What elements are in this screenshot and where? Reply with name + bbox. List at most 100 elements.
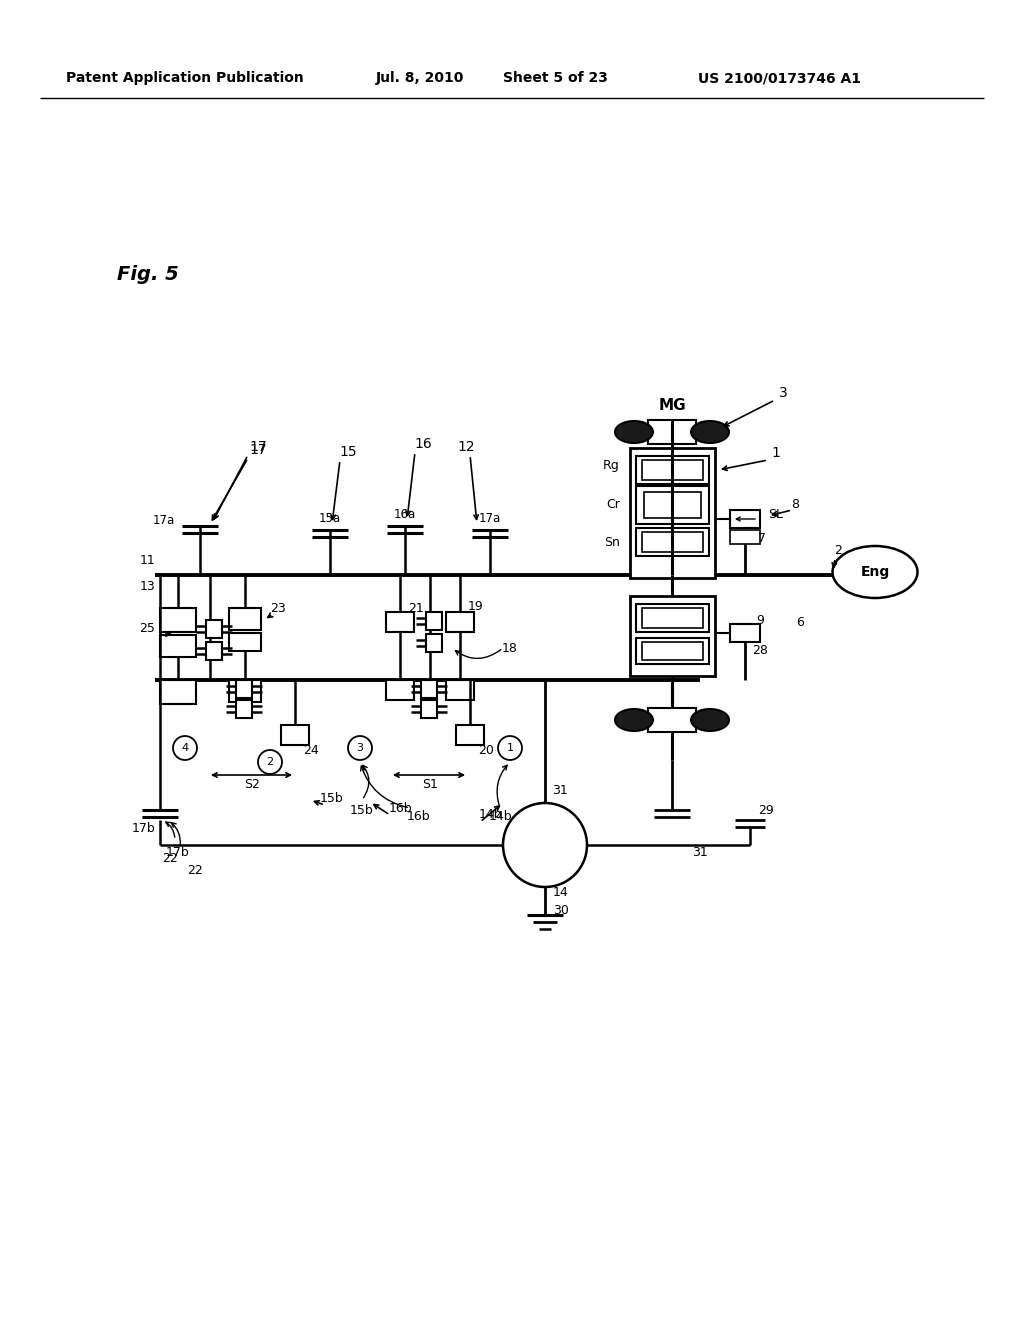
Text: S2: S2 [244, 777, 260, 791]
Bar [648, 708, 696, 733]
Text: 2: 2 [266, 756, 273, 767]
Text: 7: 7 [758, 532, 766, 544]
Text: 14b: 14b [478, 808, 502, 821]
Bar [644, 492, 701, 517]
Bar [206, 620, 222, 638]
Text: 4: 4 [181, 743, 188, 752]
Text: 22: 22 [162, 851, 178, 865]
Text: 15a: 15a [318, 511, 341, 524]
Text: 16: 16 [414, 437, 432, 451]
Text: Sheet 5 of 23: Sheet 5 of 23 [503, 71, 607, 84]
Text: 14b: 14b [488, 809, 512, 822]
Bar [281, 725, 309, 744]
Text: 21: 21 [408, 602, 424, 615]
Text: 1: 1 [771, 446, 780, 459]
Bar [421, 680, 437, 698]
Text: 16b: 16b [407, 809, 430, 822]
Bar [421, 700, 437, 718]
Bar [636, 486, 709, 524]
Text: 17: 17 [249, 444, 267, 457]
Text: 11: 11 [139, 553, 155, 566]
Bar [229, 609, 261, 630]
Bar [642, 642, 703, 660]
Ellipse shape [691, 709, 729, 731]
Text: Jul. 8, 2010: Jul. 8, 2010 [376, 71, 464, 84]
Bar [730, 531, 760, 544]
Text: 28: 28 [752, 644, 768, 657]
Text: 31: 31 [692, 846, 708, 859]
Bar [160, 609, 196, 632]
Text: Patent Application Publication: Patent Application Publication [67, 71, 304, 84]
Bar [642, 609, 703, 628]
Bar [642, 459, 703, 480]
Text: 23: 23 [270, 602, 286, 615]
Bar [160, 635, 196, 657]
Text: Cr: Cr [606, 499, 620, 511]
Text: 9: 9 [756, 615, 764, 627]
Bar [636, 528, 709, 556]
Text: US 2100/0173746 A1: US 2100/0173746 A1 [698, 71, 861, 84]
Text: 20: 20 [478, 743, 494, 756]
Text: 25: 25 [139, 622, 155, 635]
Bar [446, 612, 474, 632]
Text: 31: 31 [552, 784, 568, 796]
Bar [386, 680, 414, 700]
Text: 17a: 17a [479, 511, 501, 524]
Text: 22: 22 [187, 863, 203, 876]
Text: 1: 1 [507, 743, 513, 752]
Text: 17a: 17a [153, 513, 175, 527]
Bar [648, 420, 696, 444]
Bar [446, 680, 474, 700]
Text: Eng: Eng [860, 565, 890, 579]
Bar [206, 642, 222, 660]
Text: 29: 29 [758, 804, 774, 817]
Ellipse shape [691, 421, 729, 444]
Bar [236, 700, 252, 718]
Text: 2: 2 [835, 544, 842, 557]
Bar [426, 634, 442, 652]
Text: 17: 17 [249, 440, 267, 454]
Bar [630, 447, 715, 578]
Text: 18: 18 [502, 642, 518, 655]
Text: 14: 14 [553, 887, 568, 899]
Text: SL: SL [768, 507, 783, 520]
Text: 15b: 15b [321, 792, 344, 804]
Bar [730, 510, 760, 528]
Bar [229, 680, 261, 702]
Text: Sn: Sn [604, 536, 620, 549]
Ellipse shape [615, 421, 653, 444]
Text: 24: 24 [303, 743, 318, 756]
Text: 13: 13 [139, 579, 155, 593]
Ellipse shape [615, 709, 653, 731]
Bar [386, 612, 414, 632]
Text: 16a: 16a [394, 507, 416, 520]
Text: 30: 30 [553, 903, 569, 916]
Text: 3: 3 [778, 385, 787, 400]
Bar [160, 680, 196, 704]
Bar [229, 634, 261, 651]
Bar [636, 455, 709, 484]
Bar [236, 680, 252, 698]
Text: 17b: 17b [166, 846, 189, 858]
Ellipse shape [833, 546, 918, 598]
Bar [642, 532, 703, 552]
Text: Rg: Rg [603, 459, 620, 473]
Text: 3: 3 [356, 743, 364, 752]
Bar [636, 605, 709, 632]
Text: 16b: 16b [388, 801, 412, 814]
Text: 15: 15 [339, 445, 356, 459]
Text: 6: 6 [796, 615, 804, 628]
Text: MG: MG [658, 397, 686, 412]
Text: 19: 19 [468, 601, 483, 614]
Text: 17b: 17b [131, 821, 155, 834]
Bar [426, 612, 442, 630]
Bar [630, 597, 715, 676]
Bar [730, 624, 760, 642]
Bar [636, 638, 709, 664]
Text: 12: 12 [457, 440, 475, 454]
Text: 8: 8 [791, 498, 799, 511]
Text: 15b: 15b [350, 804, 374, 817]
Text: Fig. 5: Fig. 5 [117, 265, 179, 285]
Bar [456, 725, 484, 744]
Text: S1: S1 [422, 777, 438, 791]
